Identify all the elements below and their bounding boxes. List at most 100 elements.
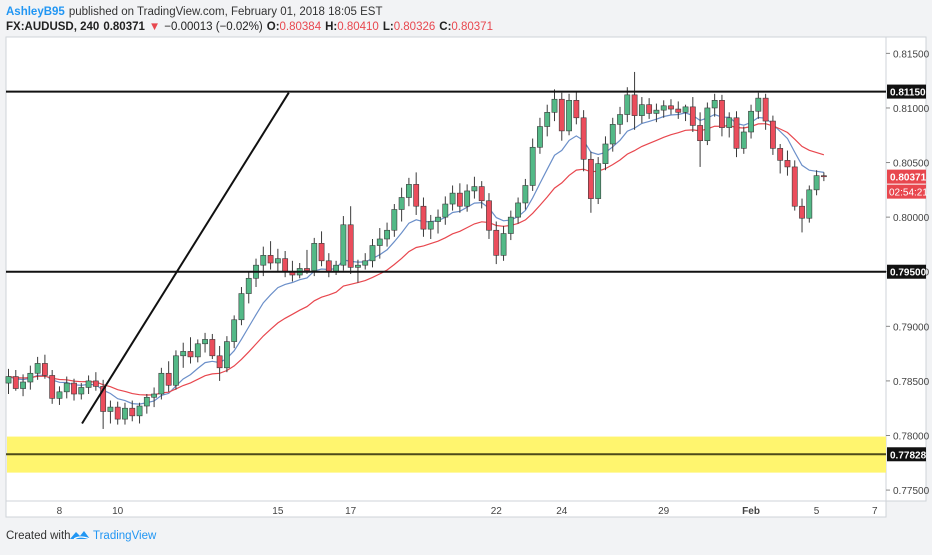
tradingview-brand-link[interactable]: TradingView: [93, 530, 157, 542]
candle[interactable]: [194, 339, 201, 363]
candle[interactable]: [27, 365, 34, 390]
candle[interactable]: [602, 136, 609, 171]
candle[interactable]: [274, 248, 281, 272]
candle[interactable]: [143, 394, 150, 414]
candle[interactable]: [587, 151, 594, 213]
author-name[interactable]: AshleyB95: [6, 6, 65, 18]
candle[interactable]: [668, 99, 674, 115]
candle[interactable]: [442, 196, 449, 225]
candle[interactable]: [245, 271, 252, 304]
candle[interactable]: [173, 350, 179, 390]
candle[interactable]: [391, 204, 398, 237]
candle[interactable]: [704, 102, 711, 146]
candle[interactable]: [806, 185, 813, 223]
candle[interactable]: [202, 332, 208, 353]
candle[interactable]: [158, 367, 165, 400]
candle[interactable]: [478, 181, 485, 209]
candle[interactable]: [515, 197, 521, 224]
candle[interactable]: [435, 209, 441, 234]
candle[interactable]: [529, 138, 536, 191]
candle[interactable]: [304, 249, 310, 274]
candle[interactable]: [580, 110, 587, 172]
candle[interactable]: [413, 172, 420, 215]
candle[interactable]: [398, 187, 405, 222]
candle[interactable]: [362, 253, 369, 270]
candle[interactable]: [151, 387, 157, 408]
candle[interactable]: [376, 228, 383, 259]
candle[interactable]: [12, 369, 19, 391]
plot-area[interactable]: [5, 36, 887, 502]
candle[interactable]: [420, 197, 427, 237]
candle[interactable]: [216, 345, 223, 381]
time-axis[interactable]: [5, 500, 887, 518]
candle[interactable]: [755, 92, 762, 119]
candle[interactable]: [340, 216, 347, 271]
candle[interactable]: [646, 98, 653, 119]
candle[interactable]: [558, 92, 565, 141]
candle[interactable]: [784, 150, 791, 176]
candle[interactable]: [762, 93, 769, 130]
candle[interactable]: [799, 198, 805, 233]
candle[interactable]: [624, 87, 631, 123]
trendline[interactable]: [81, 92, 290, 425]
candle[interactable]: [369, 238, 376, 268]
candle[interactable]: [748, 104, 754, 139]
candle[interactable]: [5, 368, 12, 395]
candle[interactable]: [682, 104, 689, 122]
candle[interactable]: [187, 337, 194, 364]
candle[interactable]: [180, 342, 187, 368]
candle[interactable]: [114, 401, 121, 425]
candle[interactable]: [165, 361, 172, 392]
candle[interactable]: [544, 104, 551, 137]
candle[interactable]: [231, 315, 238, 349]
candle[interactable]: [500, 225, 507, 261]
candle[interactable]: [740, 126, 747, 154]
candle[interactable]: [617, 106, 623, 135]
candle[interactable]: [384, 222, 390, 247]
candle[interactable]: [537, 117, 543, 154]
candle[interactable]: [85, 375, 92, 395]
candle[interactable]: [34, 356, 41, 380]
candle[interactable]: [107, 400, 114, 424]
candle[interactable]: [595, 157, 602, 205]
candle[interactable]: [49, 369, 56, 404]
candle[interactable]: [318, 231, 325, 267]
candle[interactable]: [41, 354, 48, 379]
candle[interactable]: [311, 237, 318, 277]
candle[interactable]: [238, 287, 245, 326]
candle[interactable]: [769, 115, 776, 155]
candle[interactable]: [449, 185, 456, 211]
candle[interactable]: [209, 333, 216, 360]
candle[interactable]: [719, 94, 725, 137]
candle[interactable]: [92, 372, 99, 391]
candle[interactable]: [471, 176, 478, 199]
candle[interactable]: [493, 221, 500, 265]
candle[interactable]: [405, 177, 412, 207]
candle[interactable]: [726, 112, 733, 138]
candle[interactable]: [791, 160, 798, 211]
candle[interactable]: [464, 184, 471, 212]
candle[interactable]: [689, 97, 696, 132]
candle[interactable]: [777, 143, 784, 174]
candle[interactable]: [136, 402, 143, 424]
candle[interactable]: [631, 71, 638, 130]
candle[interactable]: [78, 383, 85, 400]
candle[interactable]: [71, 378, 77, 401]
candle[interactable]: [675, 101, 682, 119]
candle[interactable]: [813, 170, 820, 196]
candle[interactable]: [711, 93, 718, 117]
candle[interactable]: [267, 241, 274, 270]
candle[interactable]: [820, 172, 827, 182]
candle[interactable]: [486, 193, 492, 239]
candle[interactable]: [551, 89, 558, 122]
candle[interactable]: [56, 386, 63, 405]
candle[interactable]: [224, 336, 230, 373]
candle[interactable]: [427, 214, 434, 239]
candle[interactable]: [638, 97, 645, 124]
candle[interactable]: [566, 93, 572, 136]
candle[interactable]: [697, 112, 703, 167]
candle[interactable]: [653, 103, 660, 123]
candle[interactable]: [609, 117, 616, 152]
candle[interactable]: [507, 210, 514, 241]
